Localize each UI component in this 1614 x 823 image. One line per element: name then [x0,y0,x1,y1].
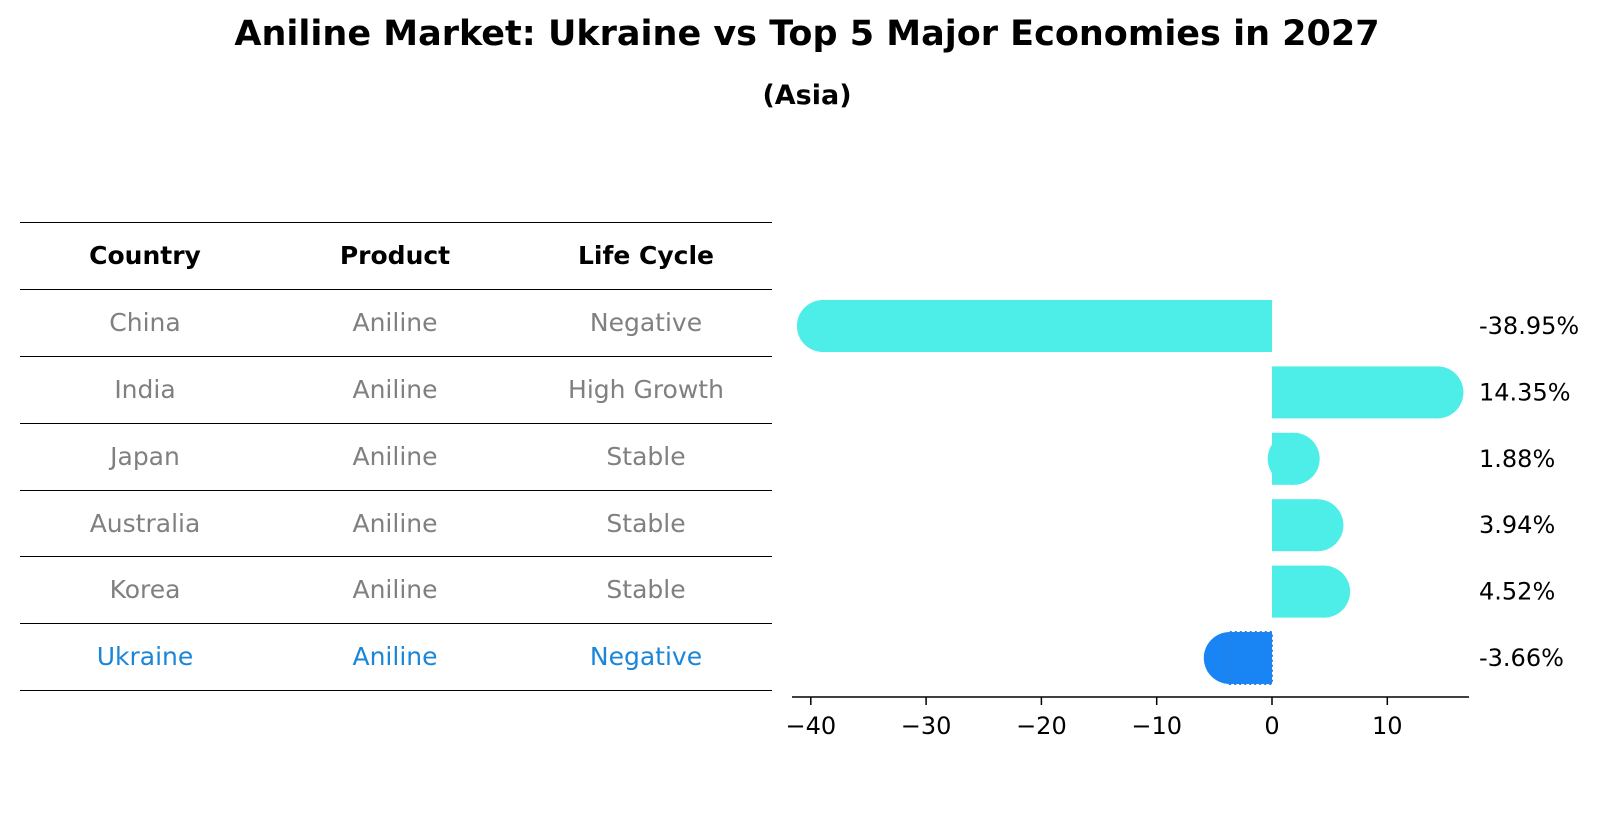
value-label: -38.95% [1479,312,1579,340]
x-tick-label: −30 [901,712,952,740]
x-tick-label: 0 [1264,712,1279,740]
bar-cap-korea [1298,565,1351,618]
header-country: Country [89,241,201,270]
table-rule [20,356,772,357]
cell-life-cycle: Stable [606,575,686,604]
chart-subtitle: (Asia) [762,80,852,111]
bar-cap-india [1411,366,1464,419]
table-row: Japan Aniline Stable [20,423,772,490]
x-tick-label: −40 [785,712,836,740]
cell-life-cycle: Negative [589,308,703,337]
bar-outline-highlight [1228,631,1273,685]
bar-cap-china [796,300,849,352]
table-row: Australia Aniline Stable [20,490,772,557]
table-rule [20,556,772,557]
cell-product: Aniline [352,442,438,471]
cell-country: China [109,308,181,337]
table-header-row: Country Product Life Cycle [20,222,772,289]
table-rule [20,289,772,290]
cell-product: Aniline [352,575,438,604]
table-row: Korea Aniline Stable [20,556,772,623]
bar-cap-australia [1291,499,1344,552]
table-row-highlight: Ukraine Aniline Negative [20,623,772,690]
x-tick-label: −20 [1016,712,1067,740]
cell-country: Australia [89,509,201,538]
x-tick-label: 10 [1372,712,1403,740]
table-rule [20,690,772,691]
cell-country: Ukraine [96,642,194,671]
bar-cap-ukraine [1203,632,1256,684]
cell-country: Japan [110,442,180,471]
bar-cap-japan [1267,432,1320,485]
cell-country: India [114,375,176,404]
bar-china [822,300,1272,352]
table-row: China Aniline Negative [20,289,772,356]
cell-life-cycle: Stable [606,442,686,471]
x-tick-label: −10 [1131,712,1182,740]
value-label: 4.52% [1479,578,1555,606]
cell-life-cycle: High Growth [568,375,724,404]
cell-product: Aniline [352,509,438,538]
chart-title: Aniline Market: Ukraine vs Top 5 Major E… [234,14,1380,54]
cell-life-cycle: Negative [589,642,703,671]
cell-product: Aniline [352,642,438,671]
table-row: India Aniline High Growth [20,356,772,423]
cell-life-cycle: Stable [606,509,686,538]
table-rule [20,423,772,424]
cell-country: Korea [109,575,181,604]
value-label: 3.94% [1479,511,1555,539]
bar-india [1272,366,1438,419]
value-label: -3.66% [1479,644,1564,672]
header-product: Product [339,241,451,270]
cell-product: Aniline [352,375,438,404]
cell-product: Aniline [352,308,438,337]
value-label: 1.88% [1479,445,1555,473]
table-rule [20,222,772,223]
header-life-cycle: Life Cycle [577,241,715,270]
table-rule [20,623,772,624]
value-label: 14.35% [1479,378,1571,406]
table-rule [20,490,772,491]
